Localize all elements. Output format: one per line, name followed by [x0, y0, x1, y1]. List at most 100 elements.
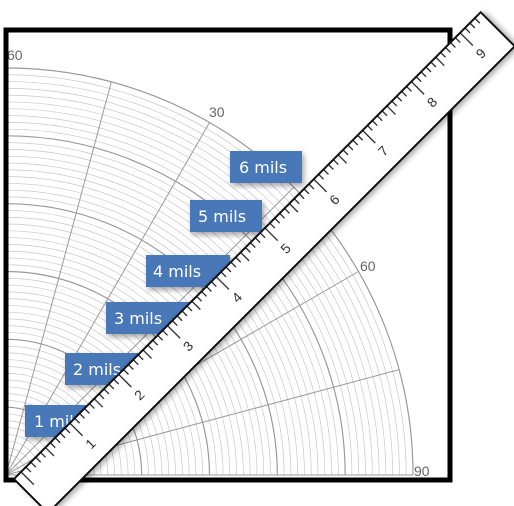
- ruler-tick: [323, 168, 329, 175]
- angle-label-30: 30: [209, 104, 225, 120]
- ruler-tick: [88, 403, 95, 410]
- ruler-tick: [362, 129, 376, 144]
- angle-label-60: 60: [360, 258, 376, 274]
- ruler-tick: [74, 417, 81, 424]
- ruler-tick: [152, 339, 159, 346]
- ruler-tick: [381, 110, 388, 117]
- ruler-tick: [386, 105, 396, 115]
- ruler-tick: [40, 451, 46, 458]
- ruler-tick: [449, 42, 456, 48]
- ruler-tick: [376, 115, 383, 122]
- ruler-tick: [401, 90, 408, 97]
- ruler-tick: [332, 159, 339, 166]
- ruler-tick: [415, 76, 422, 83]
- ruler-tick: [396, 95, 403, 102]
- ruler-tick: [98, 393, 105, 400]
- mil-label-text: 6 mils: [239, 158, 287, 177]
- chart-frame: [3, 27, 453, 483]
- ruler-tick: [391, 100, 398, 107]
- ruler-tick: [127, 364, 134, 370]
- mil-label-box: [230, 151, 302, 183]
- ruler-tick: [25, 466, 32, 473]
- ruler-tick: [274, 217, 281, 224]
- ruler-tick: [142, 349, 152, 359]
- ruler-tick: [249, 242, 256, 249]
- ruler-tick: [337, 154, 348, 164]
- ruler-tick: [308, 183, 315, 190]
- ruler-tick: [327, 164, 334, 170]
- ruler-tick: [298, 193, 305, 200]
- ruler-tick: [118, 373, 132, 388]
- ruler-tick: [54, 437, 61, 444]
- mil-label-6: 6 mils: [230, 151, 302, 183]
- ruler-tick: [459, 32, 474, 47]
- ruler-tick: [371, 120, 378, 127]
- ruler-tick: [474, 17, 481, 24]
- ruler-tick: [342, 149, 349, 156]
- ruler-tick: [225, 266, 232, 273]
- ruler-tick: [284, 208, 290, 214]
- ruler-tick: [440, 51, 447, 58]
- ruler-tick: [454, 37, 461, 44]
- ruler-tick: [425, 66, 432, 73]
- ruler-tick: [147, 344, 154, 351]
- ruler-tick: [171, 320, 178, 327]
- mil-label-text: 5 mils: [198, 207, 246, 226]
- ruler-tick: [69, 422, 84, 437]
- ruler-tick: [279, 212, 286, 219]
- ruler-tick: [245, 247, 251, 253]
- ruler-tick: [318, 173, 325, 180]
- ruler-tick: [93, 398, 104, 408]
- ruler-tick: [123, 369, 129, 375]
- ruler-tick: [201, 290, 208, 297]
- ruler-tick: [137, 354, 144, 361]
- ruler-tick: [196, 295, 203, 302]
- ruler-tick: [103, 388, 110, 395]
- ruler-tick: [347, 144, 354, 151]
- ruler-tick: [157, 334, 164, 341]
- ruler-tick: [113, 378, 120, 385]
- ruler-tick: [84, 408, 90, 414]
- ruler-tick: [352, 139, 359, 146]
- ruler-tick: [49, 442, 56, 449]
- ruler-tick: [45, 447, 55, 457]
- ruler-tick: [313, 178, 328, 193]
- mil-label-text: 3 mils: [114, 309, 162, 328]
- angle-labels: 60 30 60 90: [7, 47, 430, 479]
- ruler-tick: [166, 325, 181, 339]
- ruler-tick: [132, 359, 139, 366]
- ruler-tick: [435, 56, 445, 67]
- ruler-tick: [59, 432, 66, 439]
- ruler-tick: [357, 134, 364, 141]
- ruler-tick: [215, 276, 230, 290]
- ruler-tick: [303, 188, 310, 195]
- ruler-tick: [35, 456, 42, 463]
- ruler-tick: [230, 261, 237, 268]
- ruler-tick: [288, 203, 299, 213]
- ruler-ticks: [20, 17, 481, 486]
- ruler-tick: [430, 61, 437, 68]
- ruler-tick: [186, 305, 193, 312]
- ruler-tick: [191, 300, 201, 311]
- ruler-tick: [210, 281, 217, 288]
- ruler-tick: [240, 251, 250, 262]
- ruler-tick: [254, 237, 261, 244]
- grid-spoke: [6, 81, 112, 476]
- ruler-tick: [20, 471, 35, 486]
- ruler-tick: [420, 71, 427, 78]
- mil-label-text: 2 mils: [73, 360, 121, 379]
- angle-label-90: 90: [414, 463, 430, 479]
- mil-label-box: [190, 200, 262, 232]
- mil-label-text: 4 mils: [153, 262, 201, 281]
- ruler-tick: [64, 427, 71, 434]
- ruler-tick: [293, 198, 300, 205]
- ruler-tick: [181, 310, 188, 317]
- angle-label-top: 60: [7, 47, 23, 63]
- ruler-tick: [176, 315, 183, 322]
- ruler-tick: [220, 271, 227, 278]
- ruler-tick: [79, 412, 86, 419]
- ruler-tick: [162, 329, 168, 336]
- ruler-tick: [469, 22, 476, 29]
